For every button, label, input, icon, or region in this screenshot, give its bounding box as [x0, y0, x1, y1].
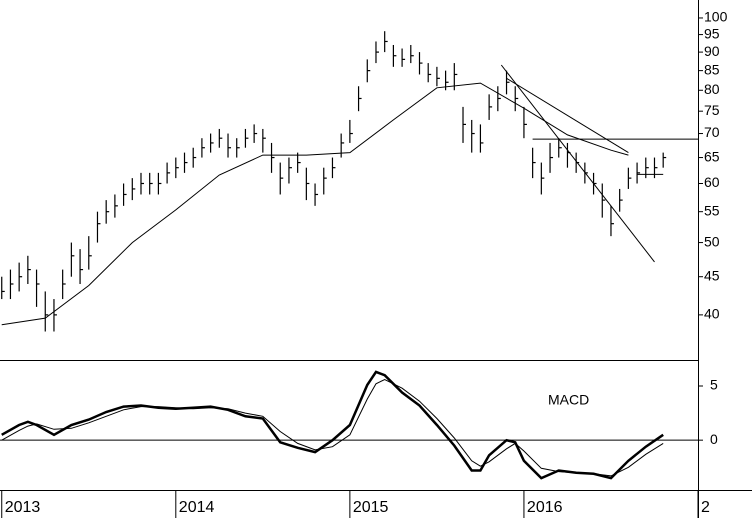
y-tick-label: 60 — [704, 174, 720, 190]
y-tick-label: 100 — [704, 9, 728, 25]
trend-line — [506, 77, 629, 154]
y-tick-label: 45 — [704, 267, 720, 283]
y-tick-label: 95 — [704, 25, 720, 41]
y-tick-label: 85 — [704, 61, 720, 77]
x-tick-label: 2016 — [527, 499, 563, 516]
y-tick-label: 40 — [704, 306, 720, 322]
x-tick-label: 2013 — [5, 499, 41, 516]
y-tick-label: 0 — [710, 431, 718, 447]
signal-line — [1, 378, 664, 477]
x-tick-label: 2014 — [179, 499, 215, 516]
y-tick-label: 70 — [704, 124, 720, 140]
x-tick-label: 2015 — [353, 499, 389, 516]
y-tick-label: 75 — [704, 102, 720, 118]
y-tick-label: 65 — [704, 148, 720, 164]
trend-line — [500, 64, 655, 263]
x-tick-label: 2 — [701, 499, 710, 516]
macd-line — [1, 370, 664, 480]
macd-label: MACD — [548, 392, 589, 408]
y-tick-label: 55 — [704, 202, 720, 218]
y-tick-label: 5 — [710, 377, 718, 393]
y-tick-label: 80 — [704, 81, 720, 97]
y-tick-label: 90 — [704, 43, 720, 59]
y-tick-label: 50 — [704, 233, 720, 249]
